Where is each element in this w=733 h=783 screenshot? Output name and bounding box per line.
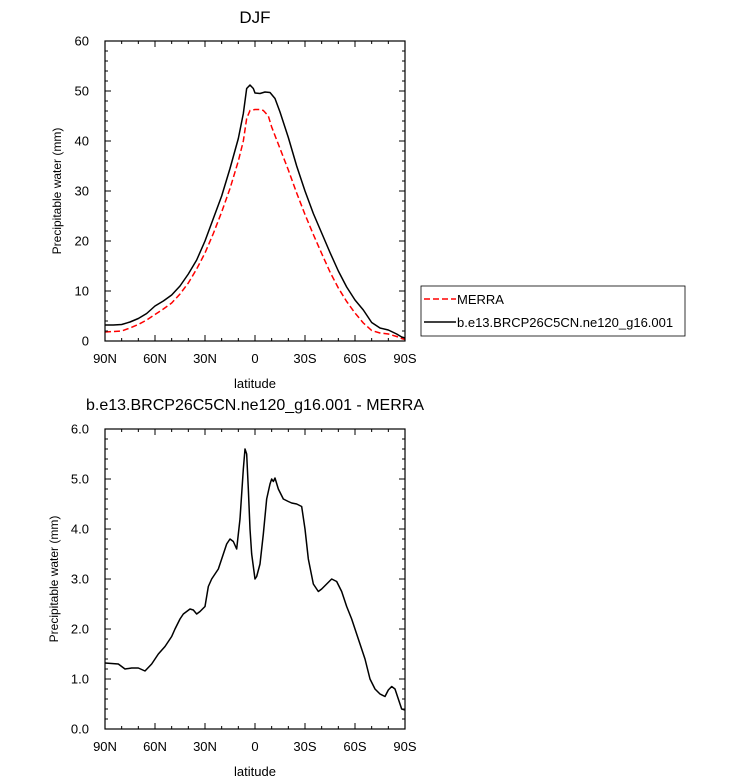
- bottom-chart-x-tick-label: 30N: [193, 739, 217, 754]
- top-chart-x-axis-label: latitude: [234, 376, 276, 391]
- bottom-chart-series: [104, 448, 406, 711]
- top-chart-ticks: 90N 60N 30N 0 30S 60S 90S 0 10 20 30 40 50 60: [75, 34, 417, 367]
- bottom-chart-x-tick-label: 90S: [393, 739, 416, 754]
- bottom-chart-x-axis-label: latitude: [234, 764, 276, 779]
- bottom-chart-y-tick-label: 2.0: [71, 622, 89, 637]
- top-chart-x-tick-label: 90S: [393, 351, 416, 366]
- top-chart-y-tick-label: 30: [75, 184, 89, 199]
- top-chart-series-line-merra: [104, 108, 406, 341]
- bottom-chart-y-axis-label: Precipitable water (mm): [47, 516, 61, 643]
- top-chart-x-tick-label: 90N: [93, 351, 117, 366]
- bottom-chart-x-tick-label: 30S: [293, 739, 316, 754]
- top-chart-y-tick-label: 0: [82, 334, 89, 349]
- top-chart-y-tick-label: 40: [75, 134, 89, 149]
- legend-box: [420, 285, 686, 337]
- bottom-chart-x-tick-label: 90N: [93, 739, 117, 754]
- top-chart-plot-frame: [104, 40, 406, 342]
- top-chart-y-tick-label: 20: [75, 234, 89, 249]
- bottom-chart-x-tick-label: 60S: [343, 739, 366, 754]
- legend-label-model: b.e13.BRCP26C5CN.ne120_g16.001: [457, 315, 673, 330]
- bottom-chart-y-tick-label: 4.0: [71, 522, 89, 537]
- top-chart-series-line-b-e13-brcp26c5cn-ne120-g16-001: [105, 84, 406, 339]
- top-chart-y-tick-label: 50: [75, 84, 89, 99]
- bottom-chart-series-line-difference: [104, 448, 406, 711]
- bottom-chart-y-tick-label: 0.0: [71, 722, 89, 737]
- top-chart-series: [104, 84, 406, 341]
- top-chart-y-tick-label: 10: [75, 284, 89, 299]
- top-chart-x-tick-label: 60N: [143, 351, 167, 366]
- bottom-chart-y-tick-label: 3.0: [71, 572, 89, 587]
- bottom-chart-x-tick-label: 0: [251, 739, 258, 754]
- bottom-chart-plot-frame: [104, 428, 406, 730]
- top-chart: DJF Precipitable water (mm) latitude 90N…: [50, 8, 417, 391]
- top-chart-title: DJF: [239, 8, 270, 27]
- bottom-chart-y-tick-label: 6.0: [71, 422, 89, 437]
- legend-label-merra: MERRA: [457, 292, 504, 307]
- top-chart-x-tick-label: 60S: [343, 351, 366, 366]
- bottom-chart-ticks: 90N 60N 30N 0 30S 60S 90S 0.0 1.0 2.0 3.0 4.0 5.0 6.0: [71, 422, 417, 755]
- bottom-chart-y-tick-label: 5.0: [71, 472, 89, 487]
- bottom-chart: b.e13.BRCP26C5CN.ne120_g16.001 - MERRA P…: [47, 397, 424, 779]
- top-chart-y-tick-label: 60: [75, 34, 89, 49]
- top-chart-x-tick-label: 30S: [293, 351, 316, 366]
- bottom-chart-title: b.e13.BRCP26C5CN.ne120_g16.001 - MERRA: [86, 397, 424, 414]
- top-chart-y-axis-label: Precipitable water (mm): [50, 128, 64, 255]
- top-chart-x-tick-label: 30N: [193, 351, 217, 366]
- bottom-chart-x-tick-label: 60N: [143, 739, 167, 754]
- top-chart-legend: MERRA b.e13.BRCP26C5CN.ne120_g16.001: [420, 285, 686, 337]
- top-chart-x-tick-label: 0: [251, 351, 258, 366]
- bottom-chart-y-tick-label: 1.0: [71, 672, 89, 687]
